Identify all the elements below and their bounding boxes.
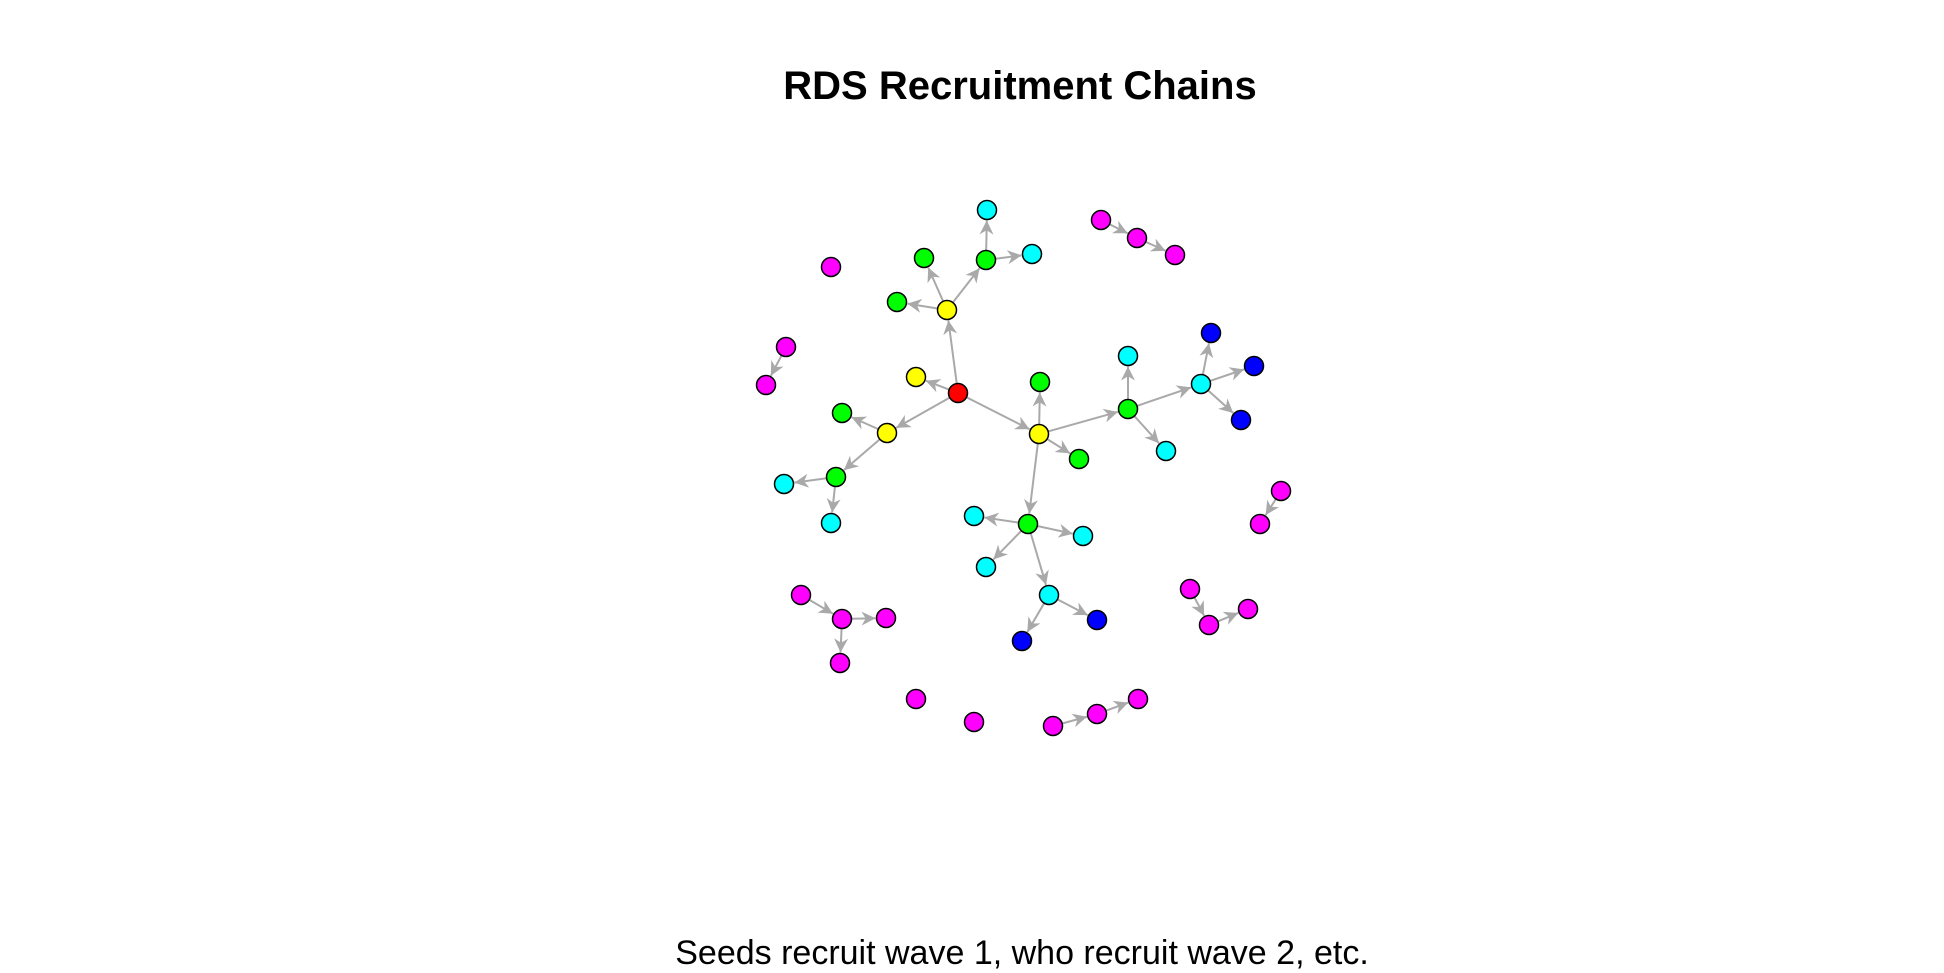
recruitment-edge <box>1056 598 1089 617</box>
node-isolated <box>1270 480 1292 502</box>
node-wave4 <box>1086 609 1108 631</box>
recruitment-edge <box>1191 596 1205 617</box>
node-isolated <box>1127 688 1149 710</box>
node-wave3 <box>976 199 998 221</box>
recruitment-edge <box>1145 238 1166 252</box>
node-wave2 <box>1068 448 1090 470</box>
recruitment-edge <box>1217 611 1239 625</box>
recruitment-edge <box>1032 392 1047 425</box>
node-isolated <box>1086 703 1108 725</box>
recruitment-edge <box>966 396 1031 431</box>
recruitment-edge <box>808 598 834 615</box>
node-wave1 <box>905 366 927 388</box>
node-wave2 <box>913 247 935 269</box>
recruitment-edge <box>1037 523 1073 538</box>
recruitment-edge <box>907 298 938 313</box>
node-wave3 <box>773 473 795 495</box>
node-isolated <box>1164 244 1186 266</box>
recruitment-edge <box>1105 700 1129 714</box>
node-wave3 <box>963 505 985 527</box>
node-wave2 <box>831 402 853 424</box>
chart-caption: Seeds recruit wave 1, who recruit wave 2… <box>675 934 1369 972</box>
node-wave2 <box>1029 371 1051 393</box>
edges-layer <box>770 220 1280 728</box>
recruitment-edge <box>1047 408 1119 433</box>
recruitment-edge <box>794 473 827 488</box>
recruitment-edge <box>1199 343 1214 375</box>
node-isolated <box>755 374 777 396</box>
recruitment-edge <box>952 267 981 304</box>
node-wave1 <box>1028 423 1050 445</box>
recruitment-edge <box>1264 498 1280 516</box>
node-isolated <box>1249 513 1271 535</box>
recruitment-edge <box>1207 389 1234 414</box>
node-wave4 <box>1230 409 1252 431</box>
node-isolated <box>1126 227 1148 249</box>
recruitment-edge <box>995 250 1022 265</box>
recruitment-edge <box>826 486 841 513</box>
node-isolated <box>831 608 853 630</box>
node-isolated <box>1237 598 1259 620</box>
recruitment-edge <box>1046 438 1071 455</box>
recruitment-edge <box>834 628 849 653</box>
node-wave4 <box>1011 630 1033 652</box>
recruitment-edge <box>1026 602 1046 633</box>
node-isolated <box>1198 614 1220 636</box>
nodes-layer <box>755 199 1292 737</box>
node-wave3 <box>975 556 997 578</box>
node-isolated <box>963 711 985 733</box>
node-isolated <box>1090 209 1112 231</box>
chart-title: RDS Recruitment Chains <box>783 64 1257 108</box>
node-isolated <box>875 607 897 629</box>
recruitment-edge <box>851 416 879 431</box>
recruitment-edge <box>943 320 958 384</box>
node-wave3 <box>1072 525 1094 547</box>
node-wave1 <box>936 299 958 321</box>
recruitment-edge <box>979 220 994 251</box>
node-wave3 <box>1190 373 1212 395</box>
node-wave2 <box>825 466 847 488</box>
node-isolated <box>905 688 927 710</box>
node-isolated <box>775 336 797 358</box>
recruitment-edge <box>1209 367 1245 382</box>
node-wave3 <box>820 512 842 534</box>
node-wave2 <box>886 291 908 313</box>
recruitment-edge <box>1061 713 1088 728</box>
node-wave2 <box>975 249 997 271</box>
node-seed <box>947 382 969 404</box>
recruitment-edge <box>843 438 881 471</box>
node-wave3 <box>1155 440 1177 462</box>
node-isolated <box>1179 578 1201 600</box>
recruitment-edge <box>1109 220 1129 235</box>
recruitment-edge <box>895 396 951 429</box>
recruitment-edge <box>1029 532 1049 586</box>
node-isolated <box>820 256 842 278</box>
node-isolated <box>790 584 812 606</box>
recruitment-edge <box>992 530 1023 561</box>
recruitment-edge <box>925 379 950 393</box>
node-wave2 <box>1017 513 1039 535</box>
recruitment-edge <box>1136 385 1192 407</box>
node-wave3 <box>1021 243 1043 265</box>
node-wave3 <box>1117 345 1139 367</box>
node-isolated <box>829 652 851 674</box>
recruitment-edge <box>1024 443 1039 514</box>
recruitment-edge <box>851 611 876 626</box>
node-wave3 <box>1038 584 1060 606</box>
node-wave4 <box>1243 355 1265 377</box>
recruitment-edge <box>927 267 945 302</box>
node-wave2 <box>1117 398 1139 420</box>
recruitment-edge <box>984 512 1019 527</box>
node-wave4 <box>1200 322 1222 344</box>
node-wave1 <box>876 422 898 444</box>
recruitment-edge <box>770 354 784 377</box>
node-isolated <box>1042 715 1064 737</box>
recruitment-edge <box>1133 415 1160 444</box>
